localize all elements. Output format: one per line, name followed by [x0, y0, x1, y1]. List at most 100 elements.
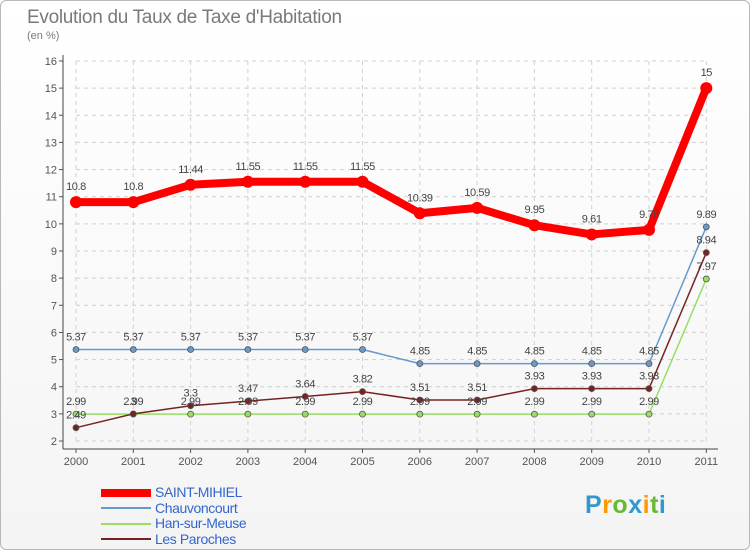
data-point [127, 196, 140, 209]
chart-subtitle: (en %) [27, 30, 60, 42]
data-label: 4.85 [410, 346, 430, 358]
data-label: 9.95 [524, 204, 544, 216]
y-tick-label: 2 [51, 436, 57, 448]
data-label: 3 [130, 396, 136, 408]
logo-letter: r [602, 491, 613, 519]
x-tick-label: 2009 [579, 456, 603, 468]
data-point [413, 207, 426, 220]
data-point [187, 346, 195, 353]
data-point [531, 360, 538, 368]
legend-swatch [101, 488, 151, 497]
data-label: 3.93 [582, 371, 602, 383]
y-tick-label: 7 [51, 300, 57, 312]
data-label: 7.97 [696, 261, 716, 273]
data-point [416, 360, 424, 368]
series-line [75, 226, 708, 365]
data-point [643, 223, 655, 236]
legend-label: Han-sur-Meuse [155, 515, 247, 531]
data-label: 11.55 [350, 161, 375, 173]
data-label: 2.99 [639, 396, 659, 408]
data-label: 3.3 [184, 388, 198, 400]
data-point [473, 396, 481, 404]
logo-letter: i [642, 491, 651, 519]
proxiti-logo: Proxiti [585, 491, 666, 520]
data-point [702, 223, 710, 231]
data-point [359, 346, 366, 353]
data-label: 3.93 [524, 371, 544, 383]
data-label: 2.99 [295, 396, 315, 408]
data-label: 2.99 [524, 396, 544, 408]
data-label: 11.55 [236, 161, 261, 173]
data-label: 9.89 [696, 209, 716, 221]
data-point [301, 346, 309, 353]
x-tick-label: 2005 [350, 456, 374, 468]
line-chart: 2 3 4 5 6 7 8 9 10 11 12 13 14 15 16 2000 2001 2002 2003 20… [45, 55, 718, 468]
data-label: 5.37 [238, 332, 258, 344]
data-point [299, 175, 312, 188]
data-point [588, 360, 596, 368]
data-point [416, 396, 424, 404]
data-label: 8.94 [696, 235, 716, 247]
x-tick-label: 2006 [408, 456, 432, 468]
data-label: 10.8 [66, 181, 86, 193]
data-point [241, 175, 254, 188]
data-point [184, 178, 197, 191]
data-label: 2.99 [238, 396, 258, 408]
data-point [244, 346, 252, 353]
data-label: 5.37 [353, 332, 373, 344]
legend-label: SAINT-MIHIEL [155, 484, 242, 500]
data-label: 4.85 [639, 346, 659, 358]
data-point [244, 397, 252, 405]
y-tick-label: 6 [51, 327, 57, 339]
data-label: 2.99 [66, 396, 86, 408]
data-label: 2.99 [181, 396, 201, 408]
data-label: 10.59 [464, 187, 490, 199]
y-tick-label: 8 [51, 273, 57, 285]
data-point [72, 346, 80, 353]
logo-letter: i [658, 491, 667, 519]
data-label: 4.85 [524, 346, 544, 358]
data-label: 11.55 [293, 161, 318, 173]
data-label: 3.51 [410, 382, 430, 394]
y-tick-label: 12 [45, 165, 57, 177]
logo-letter: t [650, 491, 659, 519]
y-tick-label: 14 [45, 110, 57, 122]
data-label: 11.44 [178, 164, 203, 176]
logo-letter: P [585, 491, 603, 519]
legend-swatch [101, 522, 151, 525]
data-point [528, 219, 541, 232]
data-point [471, 201, 484, 214]
x-tick-label: 2004 [293, 456, 317, 468]
data-point [72, 424, 80, 432]
data-label: 5.37 [123, 332, 143, 344]
data-point [301, 410, 309, 418]
y-tick-label: 3 [51, 409, 57, 421]
data-label: 2.99 [123, 396, 143, 408]
data-label: 4.85 [582, 346, 602, 358]
series-line [75, 251, 708, 429]
series-line [72, 84, 711, 239]
data-label: 9.78 [639, 209, 659, 221]
data-label: 9.61 [582, 213, 602, 225]
data-label: 3.64 [295, 378, 315, 390]
y-tick-label: 15 [45, 83, 57, 95]
data-label: 4.85 [467, 346, 487, 358]
axes: 2 3 4 5 6 7 8 9 10 11 12 13 14 15 16 2000 2001 2002 2003 20… [45, 55, 718, 468]
data-point [356, 175, 369, 188]
data-labels: 2.99 2.99 2.99 2.99 2.99 2.99 2.99 2.99 2.99 2.99… [66, 67, 717, 422]
x-tick-label: 2008 [522, 456, 546, 468]
data-point [301, 393, 309, 400]
data-label: 3.82 [353, 374, 373, 386]
series-group [70, 82, 713, 432]
data-point [531, 410, 538, 418]
x-tick-label: 2000 [64, 456, 88, 468]
x-tick-label: 2010 [637, 456, 661, 468]
data-point [129, 346, 137, 353]
data-point [359, 388, 366, 396]
x-tick-label: 2003 [236, 456, 260, 468]
data-label: 2.99 [467, 396, 487, 408]
y-tick-label: 4 [51, 382, 57, 394]
data-label: 5.37 [295, 332, 315, 344]
data-point [473, 410, 481, 418]
